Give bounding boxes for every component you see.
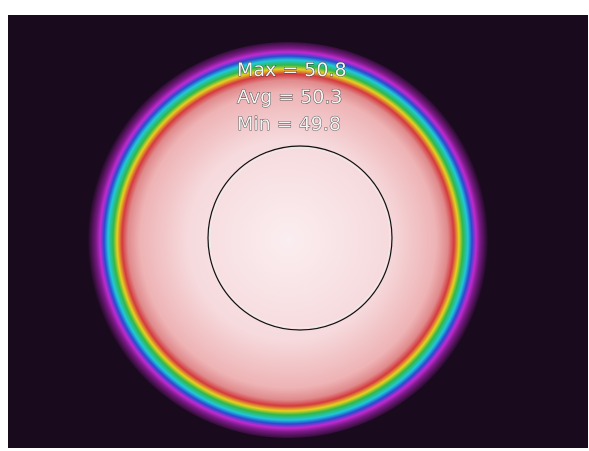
max-reading: Max = 50.8	[237, 59, 347, 81]
avg-reading: Avg = 50.3	[237, 86, 343, 108]
hot-disc	[88, 42, 488, 438]
min-reading: Min = 49.8	[237, 113, 341, 135]
measurement-circle	[207, 145, 393, 331]
measurement-circle-inner	[209, 147, 391, 329]
